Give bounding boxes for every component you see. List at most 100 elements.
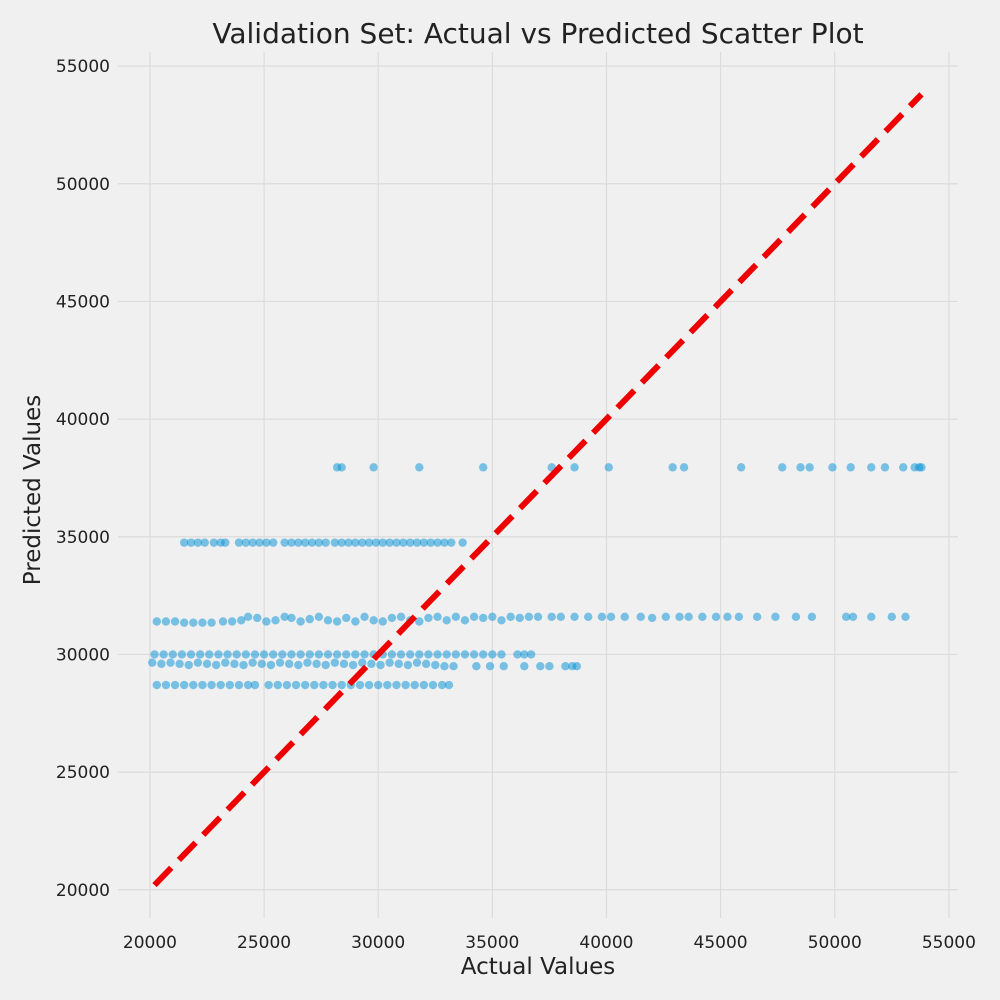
x-axis-label: Actual Values bbox=[461, 954, 616, 980]
data-point bbox=[431, 660, 440, 670]
data-point bbox=[723, 612, 732, 621]
data-point bbox=[250, 650, 260, 659]
data-point bbox=[376, 660, 385, 670]
data-point bbox=[385, 538, 394, 547]
data-point bbox=[520, 650, 529, 659]
y-tick-label: 30000 bbox=[56, 645, 110, 665]
reference-line-group bbox=[152, 92, 924, 888]
data-point bbox=[752, 612, 762, 621]
y-tick-label: 55000 bbox=[56, 57, 110, 77]
data-point bbox=[214, 650, 223, 659]
data-point bbox=[179, 538, 189, 547]
data-point bbox=[515, 613, 524, 623]
x-tick-label: 50000 bbox=[808, 933, 862, 953]
data-point bbox=[223, 650, 232, 659]
data-point bbox=[271, 616, 280, 625]
data-point bbox=[148, 658, 157, 667]
data-point bbox=[392, 680, 401, 690]
x-tick-label: 25000 bbox=[237, 933, 291, 953]
data-point bbox=[547, 612, 556, 621]
data-point bbox=[225, 680, 235, 690]
data-point bbox=[536, 662, 545, 671]
data-point bbox=[351, 650, 360, 659]
data-point bbox=[734, 612, 744, 621]
x-tick-label: 20000 bbox=[123, 933, 177, 953]
data-point bbox=[337, 680, 346, 690]
data-point bbox=[314, 612, 324, 621]
data-point bbox=[305, 614, 314, 624]
data-point bbox=[243, 612, 253, 621]
data-point bbox=[428, 680, 438, 690]
data-point bbox=[442, 616, 451, 625]
y-axis-label: Predicted Values bbox=[20, 395, 46, 585]
data-point bbox=[419, 680, 429, 690]
data-point bbox=[364, 538, 374, 547]
data-point bbox=[177, 650, 187, 659]
data-point bbox=[736, 463, 746, 472]
data-point bbox=[647, 613, 657, 623]
data-point bbox=[426, 538, 435, 547]
data-point bbox=[207, 618, 216, 627]
data-point bbox=[396, 612, 406, 621]
data-point bbox=[917, 463, 926, 472]
data-point bbox=[620, 612, 629, 621]
data-point bbox=[424, 613, 433, 623]
data-point bbox=[805, 463, 814, 472]
data-point bbox=[339, 659, 349, 669]
data-point bbox=[499, 662, 508, 671]
data-point bbox=[232, 650, 241, 659]
data-point bbox=[698, 612, 707, 621]
data-point bbox=[330, 658, 340, 667]
data-point bbox=[846, 463, 855, 472]
data-point bbox=[479, 613, 488, 623]
data-point bbox=[358, 538, 367, 547]
data-point bbox=[440, 538, 449, 547]
data-point bbox=[545, 662, 554, 671]
data-point bbox=[266, 660, 276, 670]
data-point bbox=[451, 612, 461, 621]
data-point bbox=[161, 680, 171, 690]
data-point bbox=[280, 538, 289, 547]
data-point bbox=[355, 680, 365, 690]
data-point bbox=[250, 680, 260, 690]
data-point bbox=[378, 617, 387, 626]
data-point bbox=[383, 680, 392, 690]
data-point bbox=[282, 680, 292, 690]
data-point bbox=[253, 613, 262, 623]
data-point bbox=[168, 650, 177, 659]
data-point bbox=[321, 538, 330, 547]
data-point bbox=[513, 650, 522, 659]
data-point bbox=[307, 538, 317, 547]
data-point bbox=[284, 659, 294, 669]
data-point bbox=[337, 463, 346, 472]
data-point bbox=[287, 613, 296, 623]
data-point bbox=[396, 650, 406, 659]
data-point bbox=[415, 617, 424, 626]
data-point bbox=[460, 650, 470, 659]
data-point bbox=[358, 658, 367, 667]
data-point bbox=[211, 660, 221, 670]
data-point bbox=[303, 658, 312, 667]
data-point bbox=[433, 538, 442, 547]
data-point bbox=[234, 680, 244, 690]
data-point bbox=[195, 650, 205, 659]
data-point bbox=[606, 612, 616, 621]
data-point bbox=[287, 650, 296, 659]
x-tick-label: 35000 bbox=[465, 933, 519, 953]
x-tick-label: 40000 bbox=[579, 933, 633, 953]
data-point bbox=[241, 650, 251, 659]
data-point bbox=[458, 538, 467, 547]
data-point bbox=[207, 680, 216, 690]
data-point bbox=[300, 680, 310, 690]
data-point bbox=[300, 538, 310, 547]
data-point bbox=[405, 650, 415, 659]
data-point bbox=[533, 612, 543, 621]
data-point bbox=[278, 650, 287, 659]
data-point bbox=[488, 612, 497, 621]
data-point bbox=[419, 538, 429, 547]
data-point bbox=[170, 680, 180, 690]
data-point bbox=[371, 538, 381, 547]
data-point bbox=[433, 650, 442, 659]
data-point bbox=[497, 650, 506, 659]
data-point bbox=[451, 650, 461, 659]
